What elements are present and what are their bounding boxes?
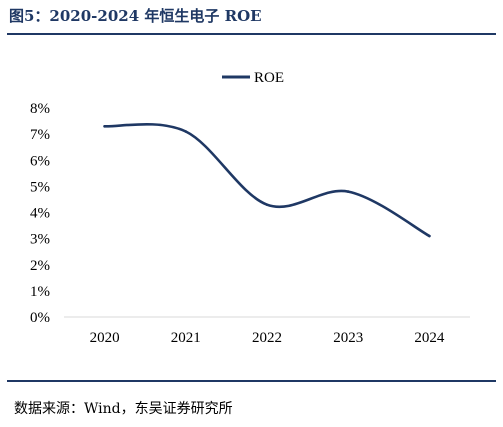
x-tick-label: 2020 [90,330,120,346]
y-tick-label: 3% [30,232,50,248]
y-tick-label: 2% [30,258,50,274]
roe-data-point [428,234,431,238]
x-tick-label: 2021 [171,330,201,346]
y-tick-label: 4% [30,206,50,222]
roe-line-chart: 0% 1% 2% 3% 4% 5% 6% 7% 8% 2020 2021 2022 2023 2024 R… [30,70,470,346]
bottom-divider [7,380,496,382]
roe-data-point [346,190,350,193]
x-tick-label: 2023 [333,330,363,346]
y-tick-label: 5% [30,179,50,195]
legend-label: ROE [254,70,284,86]
roe-data-point [265,203,269,206]
y-tick-label: 8% [30,101,50,117]
y-tick-label: 7% [30,127,50,143]
figure-title: 图5：2020-2024 年恒生电子 ROE [9,7,262,25]
top-divider [7,33,496,35]
roe-data-point [184,130,188,133]
y-tick-label: 1% [30,284,50,300]
roe-data-point [103,124,106,128]
x-tick-label: 2024 [414,330,445,346]
y-tick-label: 0% [30,310,50,326]
x-tick-label: 2022 [252,330,282,346]
y-tick-label: 6% [30,153,50,169]
roe-series-line [103,122,431,238]
source-note: 数据来源：Wind，东吴证券研究所 [14,401,233,417]
